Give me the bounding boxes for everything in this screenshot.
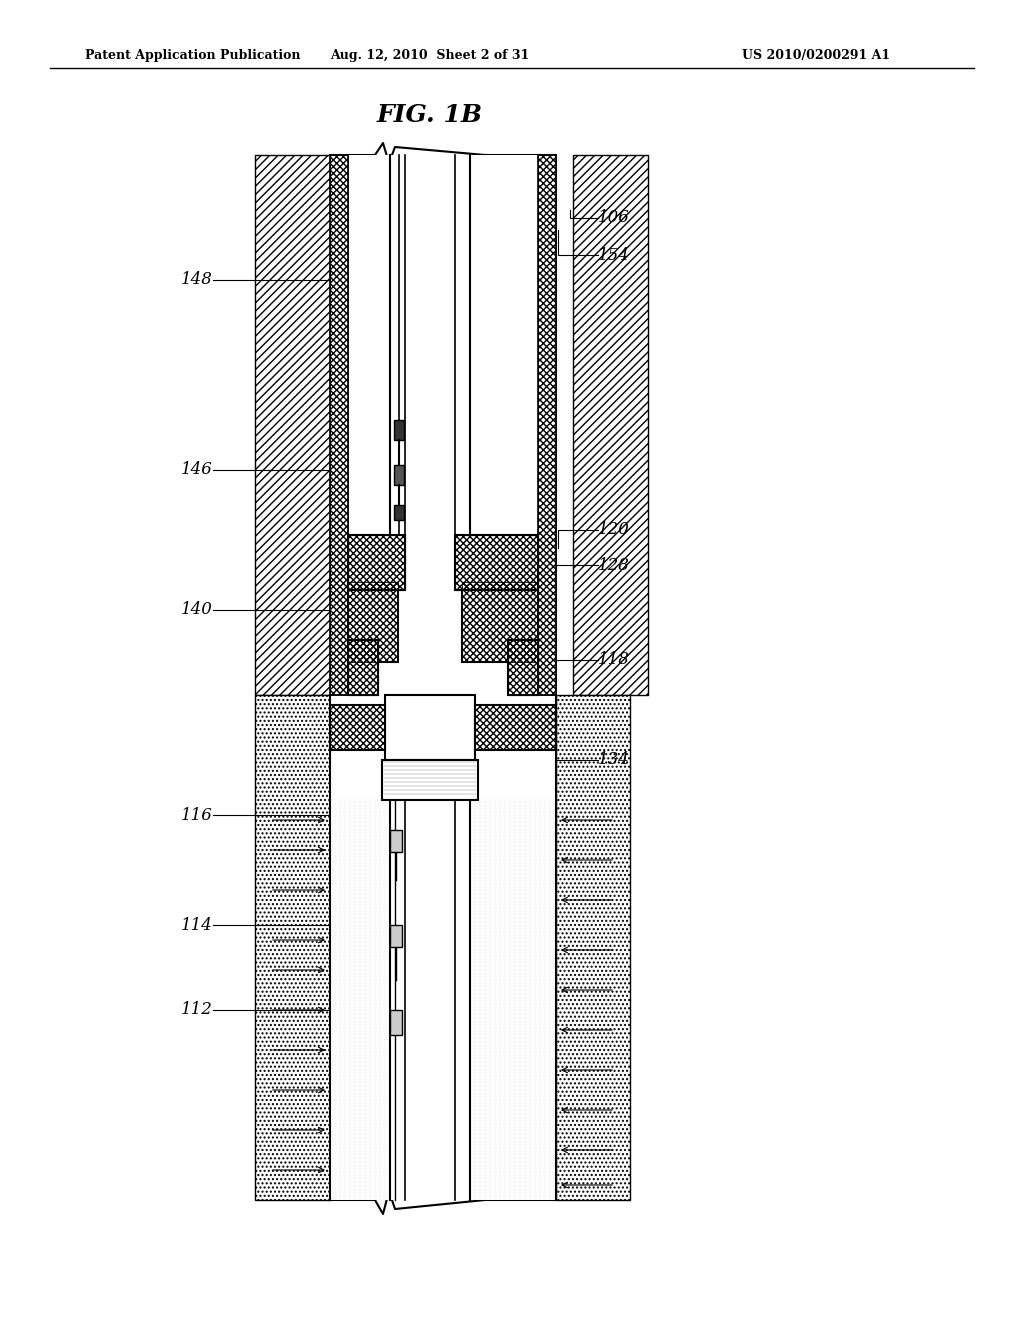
Bar <box>348 535 406 590</box>
Text: 146: 146 <box>181 462 213 479</box>
Bar <box>330 154 348 696</box>
Bar <box>394 465 404 484</box>
Bar <box>390 925 402 946</box>
Bar <box>255 154 330 696</box>
Bar <box>462 582 538 663</box>
Bar <box>330 705 385 750</box>
Bar <box>348 582 398 663</box>
Bar <box>455 535 538 590</box>
Bar <box>538 154 556 696</box>
Bar <box>538 154 556 696</box>
Text: 128: 128 <box>598 557 630 573</box>
Text: 112: 112 <box>181 1002 213 1019</box>
Bar <box>508 640 538 696</box>
Text: 144: 144 <box>371 603 400 616</box>
Bar <box>556 696 630 1200</box>
Bar <box>348 640 378 696</box>
Bar <box>330 696 556 1200</box>
Bar <box>390 830 402 851</box>
Text: FIG. 1B: FIG. 1B <box>377 103 483 127</box>
Text: Patent Application Publication: Patent Application Publication <box>85 49 300 62</box>
Bar <box>556 696 630 1200</box>
Bar <box>462 582 538 663</box>
Bar <box>255 696 330 1200</box>
Text: 148: 148 <box>181 272 213 289</box>
Bar <box>348 154 538 696</box>
Bar <box>394 420 404 440</box>
Bar <box>475 705 556 750</box>
Bar <box>348 535 406 590</box>
Bar <box>390 1010 402 1035</box>
Bar <box>330 705 385 750</box>
Bar <box>475 705 556 750</box>
Bar <box>394 506 404 520</box>
Text: 120: 120 <box>598 521 630 539</box>
Text: 118: 118 <box>598 652 630 668</box>
Text: Aug. 12, 2010  Sheet 2 of 31: Aug. 12, 2010 Sheet 2 of 31 <box>331 49 529 62</box>
Bar <box>508 640 538 696</box>
Text: 106: 106 <box>598 210 630 227</box>
Text: US 2010/0200291 A1: US 2010/0200291 A1 <box>741 49 890 62</box>
Text: 147: 147 <box>355 553 385 568</box>
Bar <box>385 696 475 760</box>
Bar <box>348 640 378 696</box>
Bar <box>330 154 348 696</box>
Text: 114: 114 <box>181 916 213 933</box>
Text: 140: 140 <box>181 602 213 619</box>
Bar <box>382 760 478 800</box>
Bar <box>255 696 330 1200</box>
Text: 134: 134 <box>598 751 630 768</box>
Bar <box>455 535 538 590</box>
Bar <box>573 154 648 696</box>
Bar <box>573 154 648 696</box>
Text: 154: 154 <box>598 247 630 264</box>
Text: 116: 116 <box>181 807 213 824</box>
Bar <box>348 582 398 663</box>
Bar <box>255 154 330 696</box>
